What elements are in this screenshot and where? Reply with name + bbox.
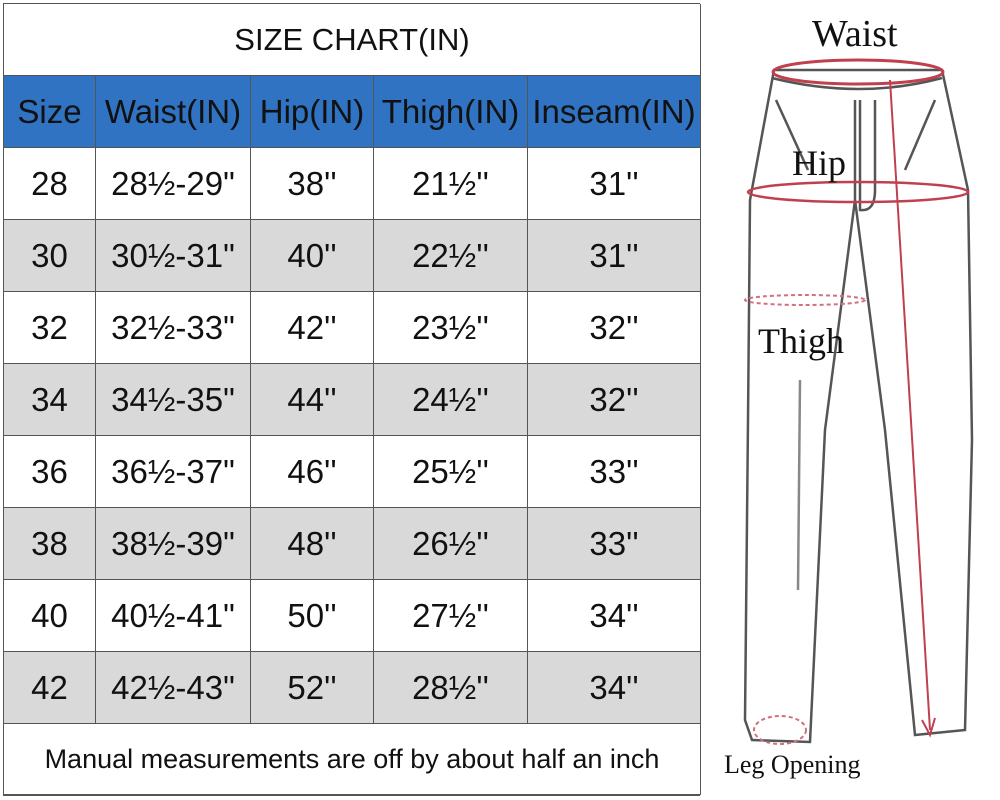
table-cell: 30½-31"	[96, 220, 251, 292]
table-cell: 42½-43"	[96, 652, 251, 724]
table-cell: 33''	[528, 508, 701, 580]
table-cell: 48''	[251, 508, 374, 580]
table-cell: 34''	[528, 652, 701, 724]
table-cell: 38½-39"	[96, 508, 251, 580]
table-cell: 44''	[251, 364, 374, 436]
table-cell: 38	[4, 508, 96, 580]
table-cell: 34½-35"	[96, 364, 251, 436]
table-cell: 34''	[528, 580, 701, 652]
table-cell: 46''	[251, 436, 374, 508]
table-cell: 42	[4, 652, 96, 724]
table-cell: 34	[4, 364, 96, 436]
table-cell: 52''	[251, 652, 374, 724]
header-cell: Waist(IN)	[96, 76, 251, 148]
table-cell: 33''	[528, 436, 701, 508]
table-title: SIZE CHART(IN)	[4, 4, 701, 76]
table-cell: 24½''	[374, 364, 528, 436]
table-cell: 27½''	[374, 580, 528, 652]
header-cell: Inseam(IN)	[528, 76, 701, 148]
table-cell: 38''	[251, 148, 374, 220]
table-cell: 32½-33"	[96, 292, 251, 364]
table-cell: 32''	[528, 364, 701, 436]
table-cell: 26½''	[374, 508, 528, 580]
table-cell: 31''	[528, 220, 701, 292]
table-cell: 40''	[251, 220, 374, 292]
table-cell: 28	[4, 148, 96, 220]
table-cell: 31''	[528, 148, 701, 220]
table-cell: 28½-29"	[96, 148, 251, 220]
table-cell: 36	[4, 436, 96, 508]
table-cell: 50''	[251, 580, 374, 652]
table-cell: 30	[4, 220, 96, 292]
table-cell: 40	[4, 580, 96, 652]
table-cell: 22½''	[374, 220, 528, 292]
pants-diagram	[743, 58, 974, 745]
table-cell: 42''	[251, 292, 374, 364]
label-thigh: Thigh	[758, 321, 844, 361]
table-cell: 36½-37"	[96, 436, 251, 508]
table-cell: 28½''	[374, 652, 528, 724]
size-table: SIZE CHART(IN) Size Waist(IN) Hip(IN) Thigh(…	[3, 3, 701, 796]
header-cell: Hip(IN)	[251, 76, 374, 148]
label-waist: Waist	[812, 13, 898, 55]
header-cell: Thigh(IN)	[374, 76, 528, 148]
table-cell: 23½''	[374, 292, 528, 364]
header-cell: Size	[4, 76, 96, 148]
table-cell: 32	[4, 292, 96, 364]
table-cell: 32''	[528, 292, 701, 364]
table-note: Manual measurements are off by about hal…	[4, 724, 701, 795]
table-cell: 25½''	[374, 436, 528, 508]
label-leg-opening: Leg Opening	[724, 750, 861, 779]
table-cell: 21½''	[374, 148, 528, 220]
table-cell: 40½-41"	[96, 580, 251, 652]
label-hip: Hip	[792, 143, 846, 183]
